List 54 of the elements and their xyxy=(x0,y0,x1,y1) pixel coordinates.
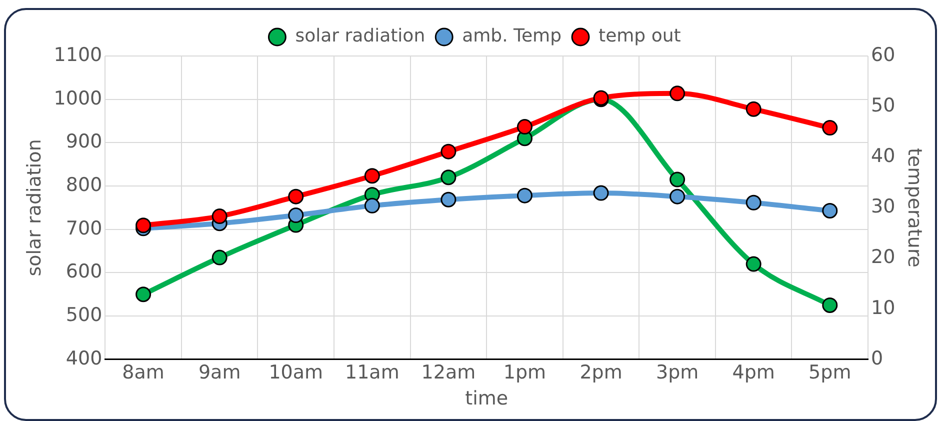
point xyxy=(670,188,686,204)
y-tick-label: 700 xyxy=(66,217,102,240)
point xyxy=(746,194,762,210)
x-tick-label: 10am xyxy=(268,362,324,384)
point xyxy=(746,101,762,117)
y-tick-label: 900 xyxy=(66,130,102,153)
point xyxy=(288,188,304,204)
x-axis-title: time xyxy=(465,388,508,410)
y-tick-label: 400 xyxy=(66,347,102,370)
y-axis-title: solar radiation xyxy=(23,139,46,276)
x-tick-label: 11am xyxy=(344,362,400,384)
x-tick-label: 5pm xyxy=(808,362,852,384)
point xyxy=(440,144,456,160)
point xyxy=(212,250,228,266)
point xyxy=(822,202,838,218)
x-tick-label: 4pm xyxy=(732,362,775,384)
point xyxy=(516,119,532,135)
point xyxy=(670,86,686,102)
x-tick-label: 3pm xyxy=(656,362,699,384)
point xyxy=(440,192,456,208)
point xyxy=(212,208,228,224)
y-tick-label: 600 xyxy=(66,260,102,283)
point xyxy=(136,286,152,302)
y2-tick-label: 20 xyxy=(871,246,896,268)
y-tick-label: 500 xyxy=(66,304,102,326)
x-tick-label: 2pm xyxy=(580,362,622,384)
y2-tick-label: 50 xyxy=(871,94,896,117)
point xyxy=(136,218,152,234)
point xyxy=(822,297,838,313)
y-tick-label: 1100 xyxy=(54,44,102,66)
point xyxy=(746,256,762,272)
y-tick-label: 1000 xyxy=(54,87,102,110)
point xyxy=(516,188,532,204)
x-tick-label: 8am xyxy=(122,362,164,384)
point xyxy=(670,172,686,188)
x-tick-label: 12am xyxy=(421,362,476,384)
y2-tick-label: 10 xyxy=(871,296,896,319)
legend-label: solar radiation xyxy=(295,26,426,47)
point xyxy=(593,185,609,201)
legend-label: temp out xyxy=(598,26,681,47)
y2-tick-label: 30 xyxy=(871,196,896,218)
point xyxy=(288,208,304,224)
y-tick-label: 800 xyxy=(66,174,102,196)
point xyxy=(364,168,380,184)
y2-tick-label: 0 xyxy=(871,347,884,370)
y2-tick-label: 40 xyxy=(871,145,896,168)
y2-tick-label: 60 xyxy=(871,44,896,66)
x-tick-label: 1pm xyxy=(503,362,546,384)
point xyxy=(440,170,456,186)
point xyxy=(364,198,380,214)
x-tick-label: 9am xyxy=(198,362,241,384)
y2-axis-title: temperature xyxy=(904,148,926,268)
point xyxy=(822,120,838,136)
legend-label: amb. Temp xyxy=(462,26,562,47)
